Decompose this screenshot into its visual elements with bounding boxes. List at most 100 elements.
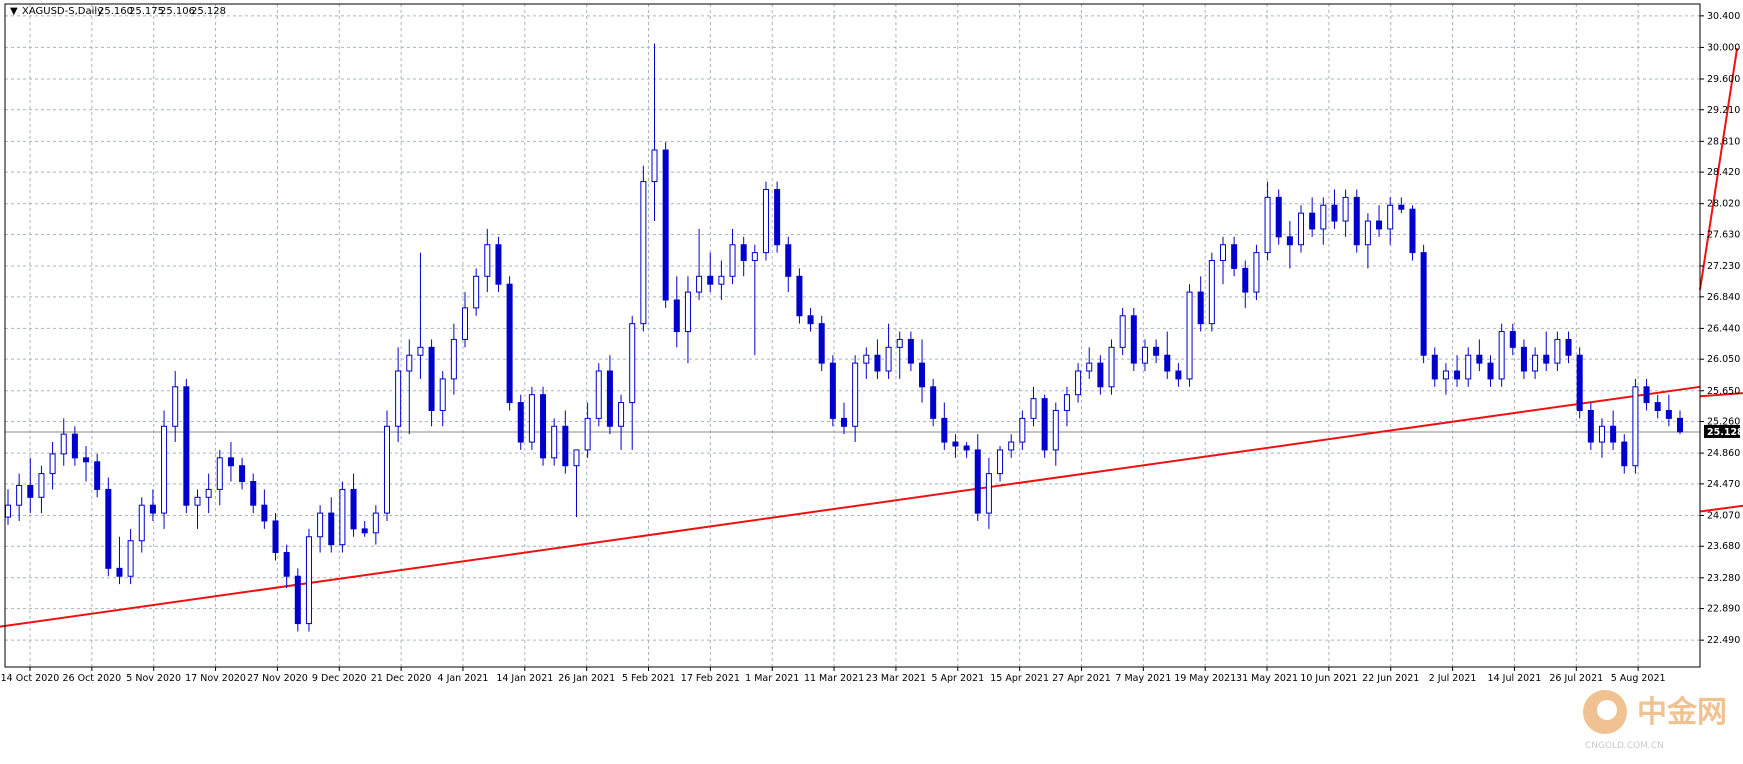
- candle-body: [952, 441, 959, 447]
- x-axis: 14 Oct 2020 26 Oct 2020 5 Nov 2020 17 Nov 2…: [1, 667, 1666, 684]
- candle-body: [172, 386, 179, 427]
- price-badge-label: 25.128: [1707, 427, 1743, 438]
- x-tick-label: 17 Nov 2020: [185, 673, 246, 684]
- candle-body: [528, 394, 535, 443]
- x-tick-label: 21 Dec 2020: [371, 673, 432, 684]
- candle-body: [1610, 425, 1617, 443]
- candle-body: [963, 445, 970, 451]
- chart-header: ▼ XAGUSD-S,Daily 25.160 25.175 25.106 25…: [10, 6, 226, 17]
- x-tick-label: 2 Jul 2021: [1429, 673, 1477, 684]
- high-value: 25.175: [129, 6, 164, 17]
- candle-body: [116, 567, 123, 577]
- x-tick-label: 4 Jan 2021: [438, 673, 489, 684]
- candle-body: [205, 488, 212, 498]
- y-tick-label: 22.890: [1707, 604, 1740, 615]
- y-tick-label: 24.860: [1707, 448, 1740, 459]
- candle-body: [1242, 267, 1249, 293]
- candle-body: [818, 323, 825, 364]
- candle-body: [250, 481, 257, 506]
- y-tick-label: 23.280: [1707, 573, 1740, 584]
- candle-body: [272, 520, 279, 554]
- watermark: 中金网 CNGOLD.COM.CN: [1583, 690, 1727, 751]
- candle-body: [138, 504, 145, 542]
- candle-body: [1387, 204, 1394, 230]
- candles: [4, 43, 1684, 632]
- low-value: 25.106: [160, 6, 195, 17]
- watermark-logo-icon: [1583, 690, 1627, 734]
- candle-body: [651, 149, 658, 183]
- candle-body: [919, 362, 926, 388]
- x-tick-label: 27 Apr 2021: [1052, 673, 1111, 684]
- candle-body: [1108, 346, 1115, 388]
- candle-body: [1565, 338, 1572, 356]
- candle-body: [261, 504, 268, 522]
- candle-body: [1019, 417, 1026, 443]
- candle-body: [1665, 409, 1672, 419]
- candle-body: [729, 244, 736, 277]
- candle-body: [1576, 354, 1583, 411]
- candle-body: [1175, 370, 1182, 380]
- watermark-subtext: CNGOLD.COM.CN: [1585, 741, 1664, 751]
- candle-body: [239, 465, 246, 483]
- y-tick-label: 26.840: [1707, 292, 1740, 303]
- candle-body: [1454, 370, 1461, 380]
- candle-body: [896, 338, 903, 348]
- candle-body: [840, 417, 848, 427]
- candle-body: [1186, 291, 1193, 380]
- x-tick-label: 9 Dec 2020: [312, 673, 367, 684]
- candle-body: [618, 402, 625, 427]
- candle-body: [283, 552, 290, 577]
- candle-body: [1487, 362, 1494, 380]
- header-arrow-icon[interactable]: ▼: [10, 6, 18, 17]
- x-tick-label: 26 Jul 2021: [1549, 673, 1603, 684]
- x-tick-label: 5 Aug 2021: [1611, 673, 1666, 684]
- candle-body: [673, 299, 680, 333]
- x-tick-label: 14 Oct 2020: [1, 673, 60, 684]
- x-tick-label: 7 May 2021: [1115, 673, 1171, 684]
- candle-body: [662, 149, 669, 301]
- candle-body: [484, 244, 491, 277]
- candle-body: [1431, 354, 1438, 380]
- candle-body: [361, 528, 368, 534]
- candle-body: [305, 536, 312, 625]
- y-tick-label: 23.680: [1707, 541, 1740, 552]
- x-tick-label: 26 Jan 2021: [558, 673, 615, 684]
- candle-body: [439, 378, 446, 411]
- candle-body: [807, 315, 814, 325]
- candle-body: [1676, 417, 1684, 433]
- trendline: [1699, 48, 1739, 290]
- y-tick-label: 30.000: [1707, 42, 1740, 53]
- candle-body: [551, 425, 558, 459]
- candle-body: [4, 504, 12, 518]
- x-tick-label: 22 Jun 2021: [1362, 673, 1419, 684]
- candle-body: [930, 386, 937, 419]
- watermark-logo-inner: [1597, 700, 1617, 720]
- candle-body: [718, 275, 725, 285]
- candle-body: [629, 323, 636, 404]
- candle-body: [1309, 212, 1316, 230]
- candle-body: [16, 484, 23, 506]
- candle-body: [1654, 402, 1661, 411]
- y-tick-label: 24.470: [1707, 479, 1740, 490]
- x-tick-label: 23 Mar 2021: [866, 673, 926, 684]
- candle-body: [1253, 252, 1260, 293]
- candle-body: [450, 338, 457, 380]
- candle-body: [852, 362, 859, 427]
- candle-body: [573, 449, 580, 467]
- candle-body: [27, 484, 34, 498]
- y-tick-label: 25.260: [1707, 417, 1740, 428]
- candle-body: [740, 244, 747, 262]
- candle-body: [974, 449, 981, 514]
- candle-body: [1342, 196, 1349, 222]
- candle-body: [1632, 386, 1639, 467]
- candle-body: [1075, 370, 1082, 396]
- candle-body: [1197, 291, 1204, 325]
- y-tick-label: 29.210: [1707, 105, 1740, 116]
- candle-body: [1509, 331, 1516, 348]
- x-tick-label: 5 Apr 2021: [931, 673, 984, 684]
- candle-body: [1376, 220, 1383, 230]
- candle-body: [1219, 244, 1226, 262]
- candle-body: [606, 370, 613, 427]
